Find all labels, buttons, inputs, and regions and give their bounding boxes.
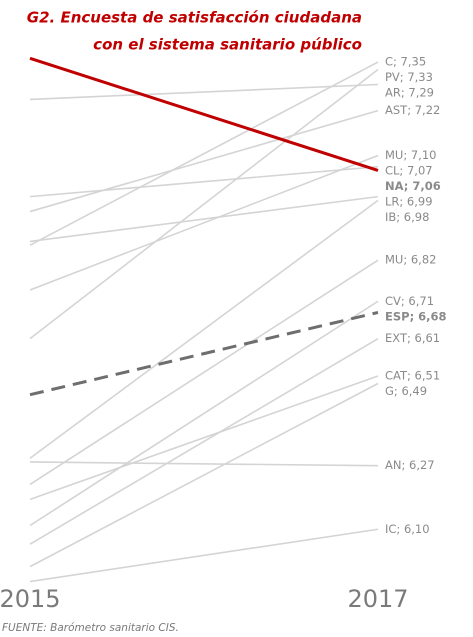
slope-line: [29, 528, 379, 583]
value-label: EXT; 6,61: [385, 331, 440, 345]
slope-line: [29, 195, 379, 243]
value-label: MU; 7,10: [385, 148, 436, 162]
slope-line: [29, 311, 379, 397]
slope-line: [29, 199, 379, 459]
value-label: MU; 6,82: [385, 253, 436, 267]
value-label: CL; 7,07: [385, 164, 433, 178]
value-label: ESP; 6,68: [385, 309, 447, 323]
slope-line: [29, 259, 379, 486]
slope-line: [29, 68, 379, 340]
value-label: IB; 6,98: [385, 210, 429, 224]
value-label: IC; 6,10: [385, 522, 430, 536]
slope-line: [29, 83, 379, 101]
slope-line: [29, 109, 379, 213]
value-label: AR; 7,29: [385, 86, 434, 100]
source: FUENTE: Barómetro sanitario CIS.: [2, 622, 179, 634]
x-tick-label: 2017: [347, 585, 408, 613]
slope-line: [29, 154, 379, 291]
slope-line: [29, 165, 379, 198]
x-tick-label: 2015: [0, 585, 61, 613]
chart-title: G2. Encuesta de satisfacción ciudadana: [27, 9, 362, 27]
value-label: AST; 7,22: [385, 103, 440, 117]
value-label: LR; 6,99: [385, 195, 433, 209]
value-label: NA; 7,06: [385, 179, 441, 193]
value-label: G; 6,49: [385, 384, 427, 398]
slope-line: [29, 61, 379, 246]
slope-line: [29, 337, 379, 545]
value-label: C; 7,35: [385, 55, 426, 69]
value-label: AN; 6,27: [385, 458, 435, 472]
chart-title: con el sistema sanitario público: [93, 36, 362, 54]
slope-line: [29, 375, 379, 501]
slope-line: [29, 300, 379, 527]
slope-line: [29, 382, 379, 568]
value-label: CV; 6,71: [385, 294, 434, 308]
value-label: CAT; 6,51: [385, 369, 440, 383]
slope-line: [29, 56, 379, 172]
slope-line: [29, 461, 379, 467]
value-label: PV; 7,33: [385, 70, 433, 84]
